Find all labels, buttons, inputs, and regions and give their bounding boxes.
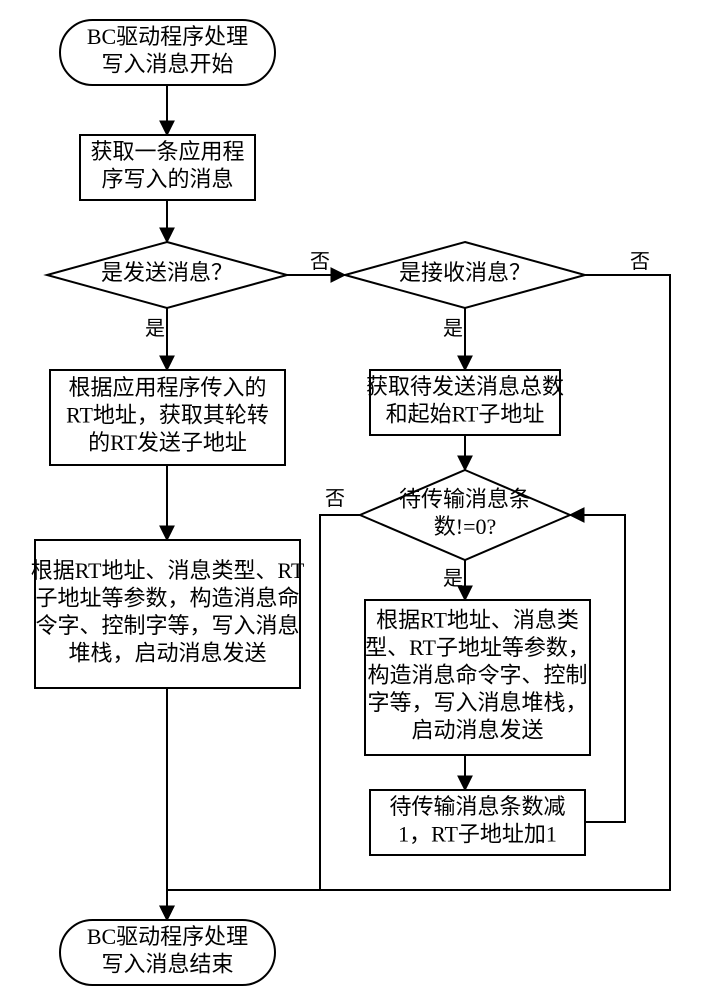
- svg-text:是接收消息？: 是接收消息？: [399, 260, 531, 285]
- node-is_recv: 是接收消息？: [345, 242, 585, 308]
- node-send_big: 根据RT地址、消息类型、RT子地址等参数，构造消息命令字、控制字等，写入消息堆栈…: [31, 540, 305, 688]
- edge-label: 否: [325, 488, 345, 510]
- node-is_send: 是发送消息？: [47, 242, 287, 308]
- edge-label: 是: [443, 568, 463, 590]
- node-end: BC驱动程序处理写入消息结束: [60, 920, 275, 985]
- svg-text:根据应用程序传入的RT地址，获取其轮转的RT发送子地址: 根据应用程序传入的RT地址，获取其轮转的RT发送子地址: [66, 375, 269, 455]
- edge-label: 是: [145, 318, 165, 340]
- edge-label: 否: [630, 251, 650, 273]
- edge: [320, 515, 360, 890]
- node-get_msg: 获取一条应用程序写入的消息: [80, 135, 255, 200]
- node-pending: 待传输消息条数!=0?: [360, 470, 570, 560]
- svg-text:是发送消息？: 是发送消息？: [101, 260, 233, 285]
- node-recv_big: 根据RT地址、消息类型、RT子地址等参数，构造消息命令字、控制字等，写入消息堆栈…: [365, 600, 590, 755]
- node-start: BC驱动程序处理写入消息开始: [60, 20, 275, 85]
- node-dec: 待传输消息条数减1，RT子地址加1: [370, 790, 585, 855]
- edge-label: 否: [310, 251, 330, 273]
- node-send_rt: 根据应用程序传入的RT地址，获取其轮转的RT发送子地址: [50, 370, 285, 465]
- node-recv_totals: 获取待发送消息总数和起始RT子地址: [366, 370, 564, 435]
- edge-label: 是: [443, 318, 463, 340]
